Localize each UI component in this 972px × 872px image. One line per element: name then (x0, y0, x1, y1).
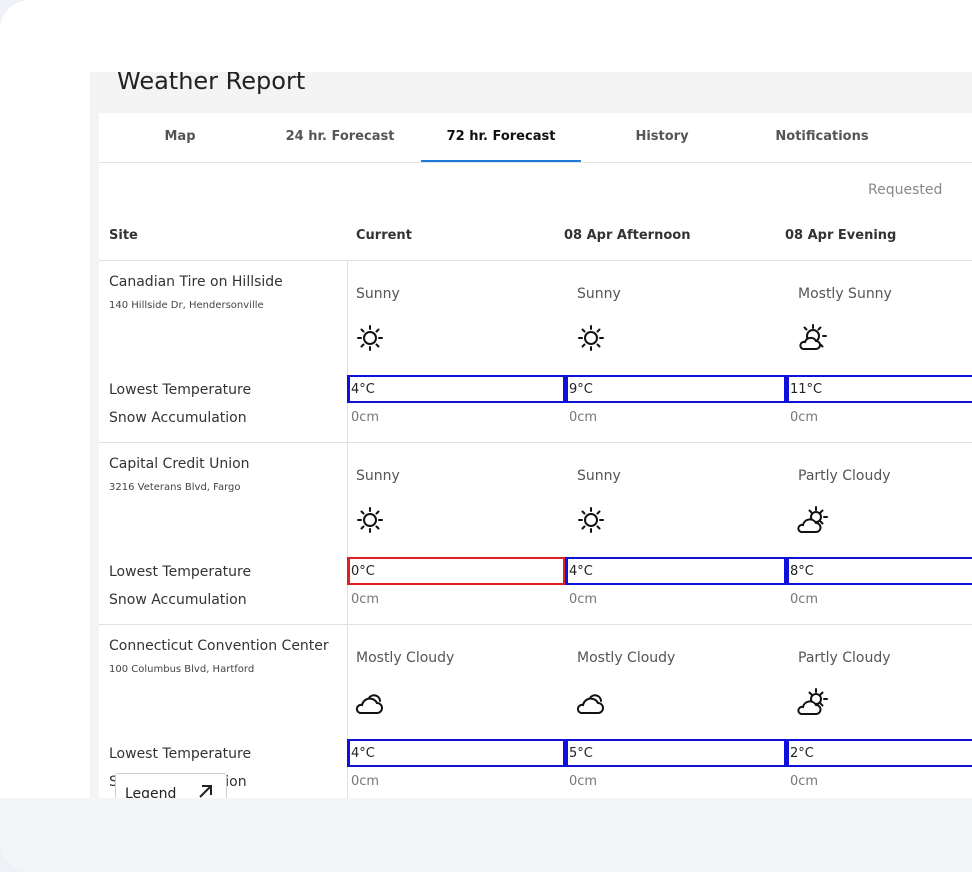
metric-value: 4°C (569, 564, 593, 579)
metric-value: 5°C (569, 746, 593, 761)
weather-icon (357, 325, 383, 351)
metric-value: 0cm (569, 592, 598, 607)
weather-icon (355, 694, 383, 714)
header-divider (99, 260, 972, 261)
metric-label: Snow Accumulation (109, 592, 247, 608)
metric-value: 0cm (790, 592, 819, 607)
metric-value: 0cm (569, 410, 598, 425)
tab[interactable]: Notifications (775, 129, 869, 144)
tab[interactable]: Map (164, 129, 196, 144)
metric-value: 4°C (351, 382, 375, 397)
condition: Sunny (356, 468, 400, 484)
weather-icon (576, 694, 604, 714)
value-box (347, 739, 565, 767)
row-divider (99, 442, 972, 443)
weather-icon (797, 506, 828, 533)
metric-value: 0cm (569, 774, 598, 789)
value-box (786, 739, 972, 767)
legend-label[interactable]: Legend (125, 786, 177, 798)
value-box (347, 375, 565, 403)
condition: Mostly Sunny (798, 286, 892, 302)
page-title: Weather Report (117, 72, 306, 95)
value-box (347, 557, 565, 585)
column-header: 08 Apr Evening (785, 228, 897, 243)
column-divider (347, 260, 348, 798)
metric-value: 11°C (790, 382, 823, 397)
site-address: 3216 Veterans Blvd, Fargo (109, 482, 241, 493)
weather-icon (357, 507, 383, 533)
metric-value: 4°C (351, 746, 375, 761)
value-box (565, 375, 786, 403)
metric-value: 2°C (790, 746, 814, 761)
metric-value: 0cm (351, 592, 380, 607)
site-address: 100 Columbus Blvd, Hartford (109, 664, 255, 675)
tab[interactable]: 72 hr. Forecast (446, 129, 556, 144)
column-header: Current (356, 228, 412, 243)
metric-value: 0°C (351, 564, 375, 579)
condition: Sunny (577, 468, 621, 484)
requested-note: Requested (868, 182, 943, 198)
site-name: Connecticut Convention Center (109, 638, 329, 654)
value-box (565, 739, 786, 767)
panel-inner: Weather Report Map 24 hr. Forecast 72 hr. F… (90, 72, 972, 798)
metric-value: 9°C (569, 382, 593, 397)
legend-arrow[interactable] (197, 783, 213, 798)
metric-value: 8°C (790, 564, 814, 579)
content (99, 163, 972, 798)
tab-bar (99, 113, 972, 163)
condition: Mostly Cloudy (356, 650, 455, 666)
row-divider (99, 624, 972, 625)
weather-icon (578, 325, 604, 351)
metric-label: Lowest Temperature (109, 746, 252, 762)
column-header: Site (109, 228, 138, 243)
metric-value: 0cm (790, 774, 819, 789)
value-box (786, 557, 972, 585)
condition: Sunny (356, 286, 400, 302)
weather-icon (578, 507, 604, 533)
site-name: Capital Credit Union (109, 456, 250, 472)
metric-value: 0cm (351, 774, 380, 789)
panel: Weather Report Map 24 hr. Forecast 72 hr. F… (90, 72, 972, 798)
active-tab-indicator (421, 160, 581, 162)
metric-value: 0cm (790, 410, 819, 425)
metric-value: 0cm (351, 410, 380, 425)
value-box (786, 375, 972, 403)
site-name: Canadian Tire on Hillside (109, 274, 283, 290)
metric-label: Lowest Temperature (109, 382, 252, 398)
weather-icon (797, 688, 828, 715)
metric-label: Lowest Temperature (109, 564, 252, 580)
tab[interactable]: 24 hr. Forecast (285, 129, 395, 144)
column-header: 08 Apr Afternoon (564, 228, 691, 243)
condition: Mostly Cloudy (577, 650, 676, 666)
tab[interactable]: History (635, 129, 689, 144)
weather-icon (799, 324, 827, 350)
metric-label: Snow Accumulation (109, 410, 247, 426)
condition: Sunny (577, 286, 621, 302)
condition: Partly Cloudy (798, 650, 891, 666)
condition: Partly Cloudy (798, 468, 891, 484)
site-address: 140 Hillside Dr, Hendersonville (109, 300, 264, 311)
value-box (565, 557, 786, 585)
